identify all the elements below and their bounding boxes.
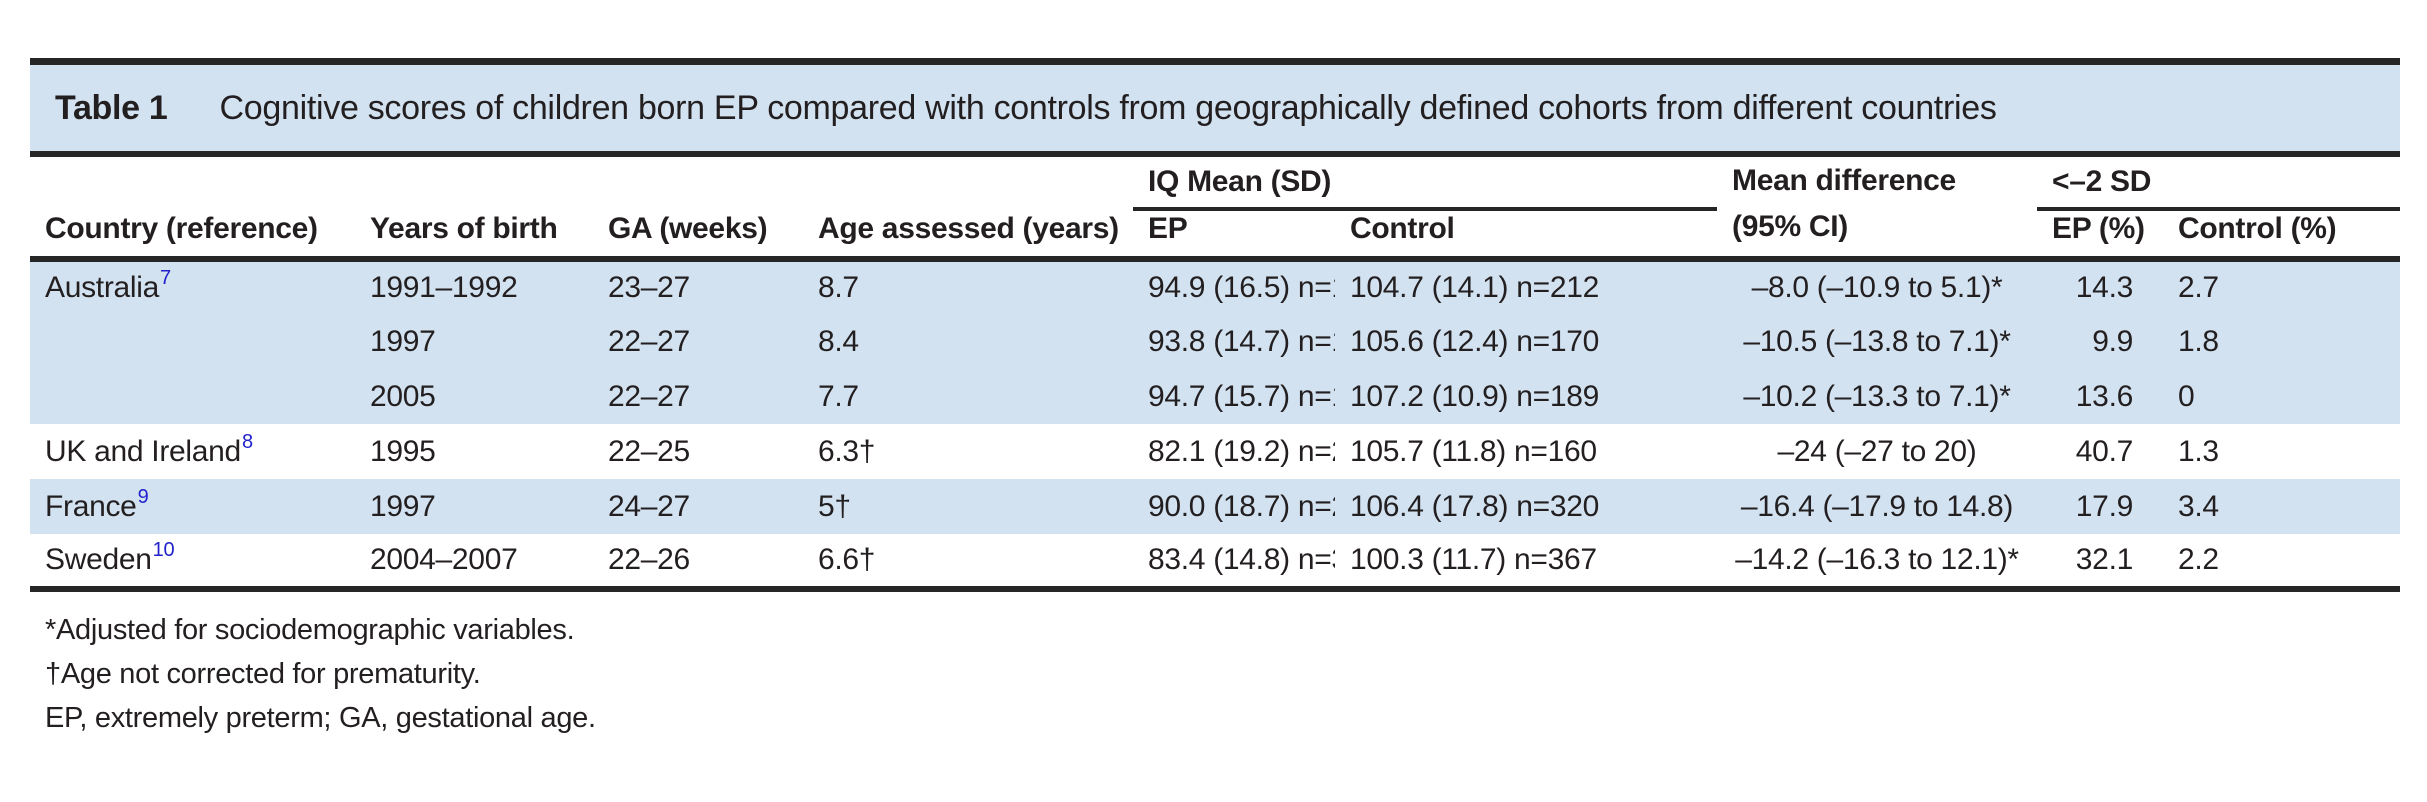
citation-link-9[interactable]: 9 [137,485,149,508]
cell-ep-pct: 40.7 [2075,434,2134,468]
cell-mean-difference: –10.2 (–13.3 to 7.1)* [1743,379,2011,413]
cell-ga-weeks: 22–27 [608,324,690,358]
cell-years-of-birth: 1997 [370,489,436,523]
table-title: Cognitive scores of children born EP com… [219,88,1997,127]
cell-control-iq: 100.3 (11.7) n=367 [1335,534,1717,592]
cell-mean-difference: –14.2 (–16.3 to 12.1)* [1717,534,2037,592]
col-header-ep-iq: EP [1133,209,1335,262]
cell-control-pct: 0 [2178,379,2195,413]
cell-age-assessed: 6.6† [803,534,1133,592]
country-name: UK and Ireland [45,434,241,468]
cell-years-of-birth: 2004–2007 [355,534,593,592]
cell-control-iq: 104.7 (14.1) n=212 [1350,271,1599,304]
group-header-row: IQ Mean (SD) Mean difference (95% CI) <–… [30,157,2401,262]
cell-control-iq: 106.4 (17.8) n=320 [1350,489,1599,523]
col-header-age-assessed: Age assessed (years) [803,209,1133,262]
cell-control-pct: 1.8 [2178,324,2219,358]
table-row-france: France9 1997 24–27 5† 90.0 (18.7) n=223 … [30,479,2401,534]
cell-ep-iq: 83.4 (14.8) n=371 [1133,534,1335,592]
table-row-sweden: Sweden10 2004–2007 22–26 6.6† 83.4 (14.8… [30,534,2401,592]
table-row-australia-1991: Australia7 1991–1992 23–27 8.7 94.9 (16.… [30,259,2401,314]
col-header-years-of-birth: Years of birth [355,209,593,262]
citation-link-7[interactable]: 7 [160,267,171,289]
cell-ga-weeks: 22–25 [608,434,690,468]
footnote-adjusted: *Adjusted for sociodemographic variables… [45,614,575,646]
cell-country: Australia7 [30,259,355,314]
group-header-iq-mean: IQ Mean (SD) [1133,157,1717,211]
country-name: Australia [45,271,160,304]
table-row-australia-1997: 1997 22–27 8.4 93.8 (14.7) n=133 105.6 (… [30,314,2401,369]
cell-ep-iq: 93.8 (14.7) n=133 [1148,324,1335,358]
cell-ep-pct: 32.1 [2037,534,2153,592]
country-name: France [45,489,137,523]
table-title-bar: Table 1 Cognitive scores of children bor… [30,58,2400,157]
cell-mean-difference: –8.0 (–10.9 to 5.1)* [1751,271,2003,304]
cell-control-iq: 107.2 (10.9) n=189 [1350,379,1599,413]
cognitive-scores-table: IQ Mean (SD) Mean difference (95% CI) <–… [30,157,2401,592]
cell-age-assessed: 5† [818,489,851,523]
cell-age-assessed: 8.4 [818,324,859,358]
cell-control-pct: 2.2 [2153,534,2401,592]
footnote-age-corrected: †Age not corrected for prematurity. [45,658,481,690]
cell-age-assessed: 6.3† [818,434,876,468]
cell-control-iq: 105.7 (11.8) n=160 [1350,434,1597,468]
col-header-ep-pct: EP (%) [2037,209,2153,262]
header-spacer [30,157,1133,209]
footnote-abbreviations: EP, extremely preterm; GA, gestational a… [45,702,596,734]
cell-ga-weeks: 23–27 [608,271,690,304]
table-row-australia-2005: 2005 22–27 7.7 94.7 (15.7) n=137 107.2 (… [30,369,2401,424]
cell-ga-weeks: 24–27 [608,489,690,523]
cell-control-pct: 2.7 [2178,271,2219,304]
cell-ep-pct: 17.9 [2075,489,2134,523]
cell-country: France9 [30,479,355,534]
cell-ep-pct: 9.9 [2092,324,2133,358]
cell-control-pct: 3.4 [2178,489,2219,523]
cell-ep-pct: 13.6 [2075,379,2134,413]
citation-link-8[interactable]: 8 [241,430,253,453]
cell-country: Sweden10 [30,534,355,592]
col-header-country: Country (reference) [30,209,355,262]
citation-link-10[interactable]: 10 [152,539,175,561]
mean-difference-line2: (95% CI) [1732,210,1848,243]
cell-country [30,369,355,424]
cell-country [30,314,355,369]
cell-ga-weeks: 22–26 [593,534,803,592]
cell-ep-iq: 82.1 (19.2) n=241 [1148,434,1335,468]
col-header-ga-weeks: GA (weeks) [593,209,803,262]
cell-ep-iq: 90.0 (18.7) n=223 [1148,489,1335,523]
cell-control-pct: 1.3 [2178,434,2219,468]
cell-years-of-birth: 1997 [370,324,436,358]
cell-ep-iq: 94.9 (16.5) n=198 [1148,271,1335,304]
cell-years-of-birth: 1991–1992 [370,271,518,304]
cell-mean-difference: –10.5 (–13.8 to 7.1)* [1743,324,2011,358]
table-number: Table 1 [55,88,168,127]
table-footnotes: *Adjusted for sociodemographic variables… [30,592,2400,740]
cell-mean-difference: –24 (–27 to 20) [1777,434,1977,468]
mean-difference-line1: Mean difference [1732,164,1956,197]
cell-control-iq: 105.6 (12.4) n=170 [1350,324,1599,358]
col-header-control-pct: Control (%) [2153,209,2401,262]
cell-ga-weeks: 22–27 [608,379,690,413]
group-header-below-minus-2sd: <–2 SD [2037,157,2401,211]
cell-mean-difference: –16.4 (–17.9 to 14.8) [1740,489,2014,523]
cell-years-of-birth: 1995 [370,434,436,468]
column-header-row: Country (reference) Years of birth GA (w… [30,209,2401,262]
cell-years-of-birth: 2005 [370,379,436,413]
col-header-mean-difference: Mean difference (95% CI) [1717,157,2037,262]
country-name: Sweden [45,543,152,576]
table-1-figure: Table 1 Cognitive scores of children bor… [30,58,2401,740]
table-row-uk-ireland: UK and Ireland8 1995 22–25 6.3† 82.1 (19… [30,424,2400,479]
cell-ep-pct: 14.3 [2075,271,2134,304]
col-header-control-iq: Control [1335,209,1717,262]
cell-age-assessed: 7.7 [818,379,859,413]
cell-ep-iq: 94.7 (15.7) n=137 [1148,379,1335,413]
cell-country: UK and Ireland8 [30,424,355,479]
cell-age-assessed: 8.7 [818,271,859,304]
